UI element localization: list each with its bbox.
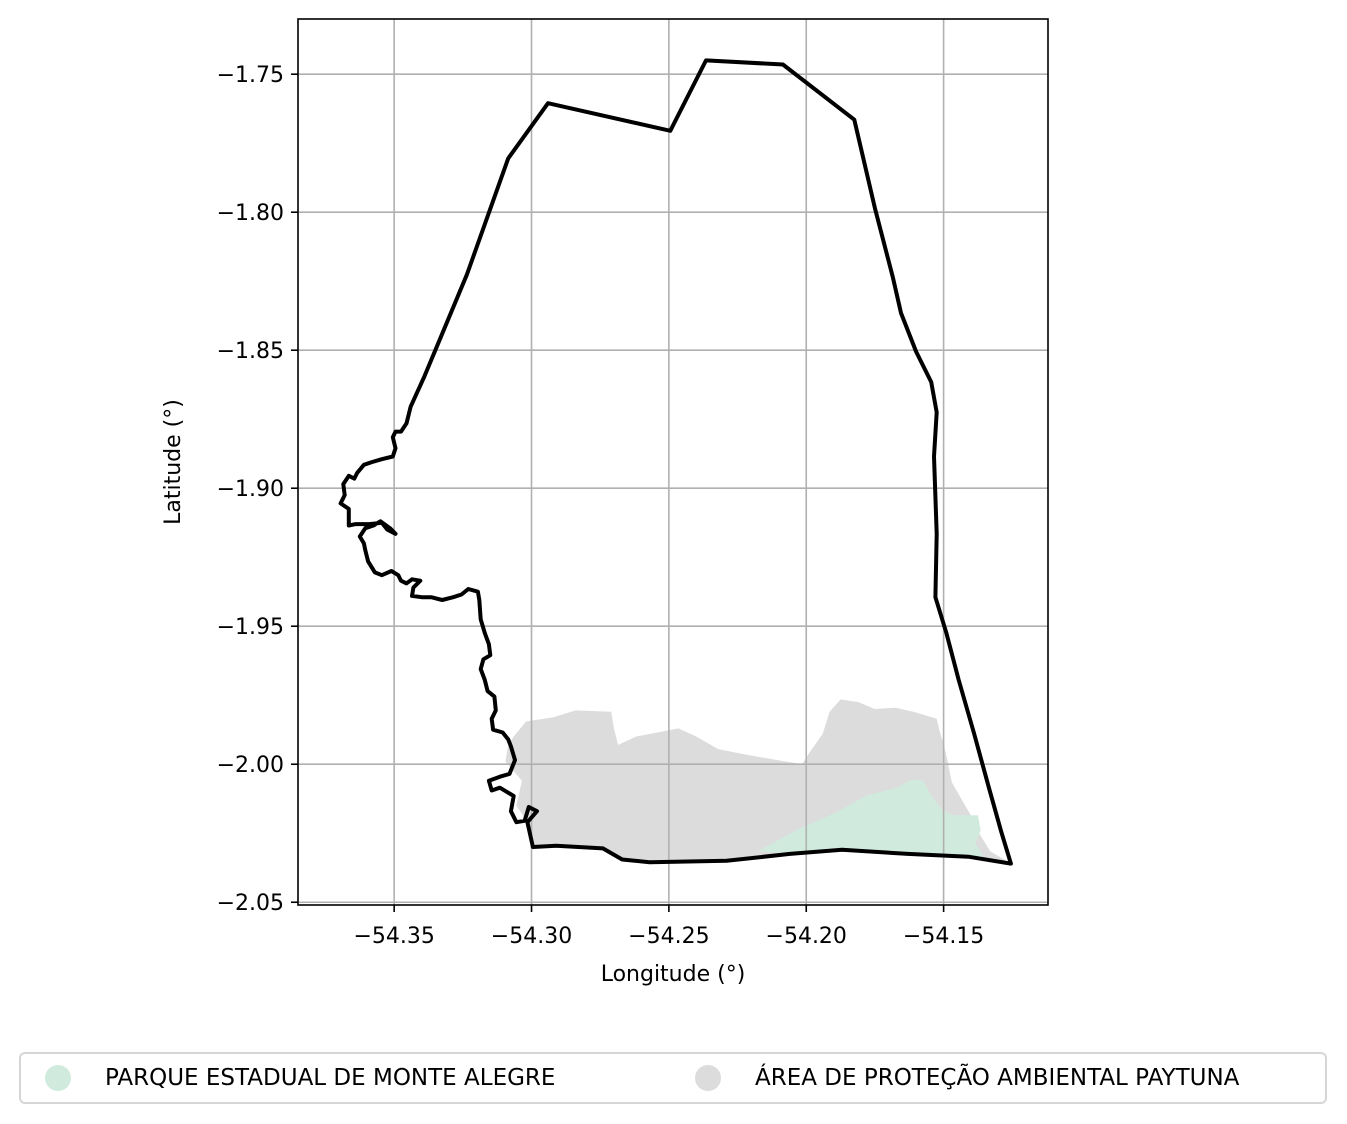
- legend-label-apa-paytuna: ÁREA DE PROTEÇÃO AMBIENTAL PAYTUNA: [755, 1065, 1240, 1091]
- x-tick-label-2: −54.25: [628, 924, 709, 949]
- map-area-1: [758, 779, 984, 857]
- x-tick-label-0: −54.35: [353, 924, 434, 949]
- grid-lines: [298, 19, 1048, 905]
- x-tick-label-1: −54.30: [491, 924, 572, 949]
- municipality-boundary: [338, 58, 1013, 866]
- legend-swatch-parque: [45, 1065, 71, 1091]
- x-axis-title: Longitude (°): [601, 962, 746, 987]
- y-axis-title: Latitude (°): [161, 399, 186, 525]
- x-tick-label-4: −54.15: [903, 924, 984, 949]
- legend-item-parque: PARQUE ESTADUAL DE MONTE ALEGRE: [45, 1054, 555, 1102]
- y-tick-label-1: −1.80: [217, 201, 284, 226]
- y-tick-label-0: −1.75: [217, 63, 284, 88]
- legend-item-apa-paytuna: ÁREA DE PROTEÇÃO AMBIENTAL PAYTUNA: [695, 1054, 1239, 1102]
- y-tick-label-3: −1.90: [217, 477, 284, 502]
- axes-border: [297, 18, 1049, 906]
- x-tick-label-3: −54.20: [766, 924, 847, 949]
- x-axis-ticks: −54.35 −54.30 −54.25 −54.20 −54.15: [353, 905, 984, 949]
- boundary-layer: [338, 58, 1013, 866]
- y-tick-label-4: −1.95: [217, 615, 284, 640]
- axes-frame: [297, 18, 1049, 906]
- y-axis-ticks: −1.75 −1.80 −1.85 −1.90 −1.95 −2.00 −2.05: [217, 63, 298, 916]
- y-tick-label-2: −1.85: [217, 339, 284, 364]
- y-tick-label-5: −2.00: [217, 753, 284, 778]
- legend-swatch-apa-paytuna: [695, 1065, 721, 1091]
- legend-label-parque: PARQUE ESTADUAL DE MONTE ALEGRE: [105, 1065, 556, 1091]
- y-tick-label-6: −2.05: [217, 891, 284, 916]
- legend: PARQUE ESTADUAL DE MONTE ALEGRE ÁREA DE …: [19, 1052, 1327, 1104]
- map-layers: [505, 699, 1011, 864]
